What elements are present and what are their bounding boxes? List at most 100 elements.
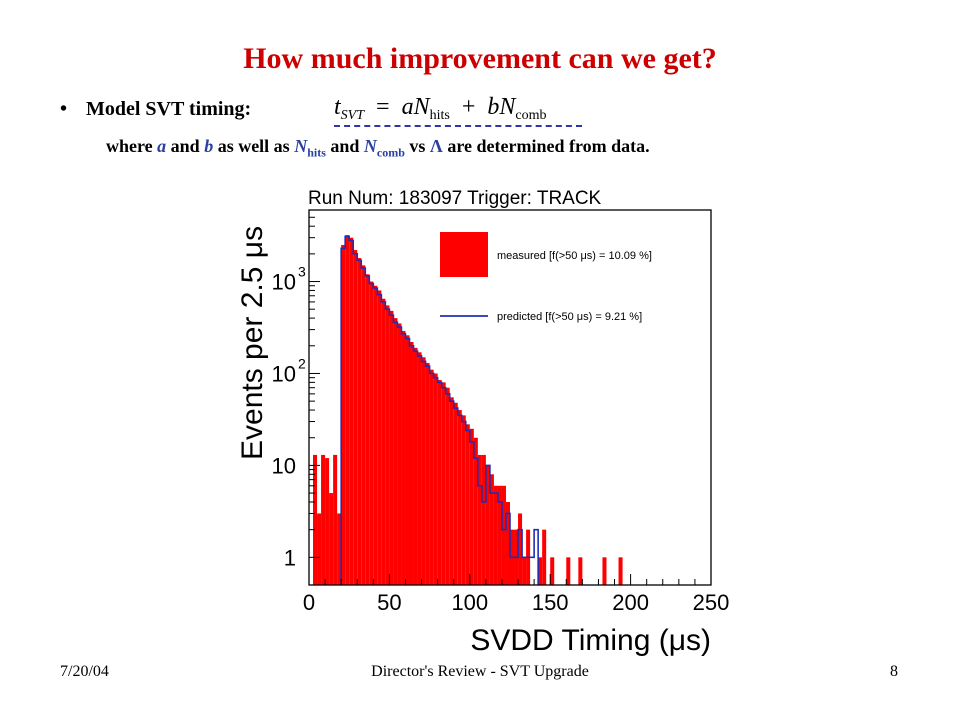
legend: measured [f(>50 μs) = 10.09 %] predicted…: [440, 232, 652, 323]
measured-bar: [329, 493, 334, 585]
footer-center: Director's Review - SVT Upgrade: [371, 663, 589, 680]
measured-bar: [377, 290, 382, 585]
legend-measured-label: measured [f(>50 μs) = 10.09 %]: [497, 250, 652, 262]
x-axis-label: SVDD Timing (μs): [470, 624, 711, 657]
measured-bar: [397, 323, 402, 585]
footer-date: 7/20/04: [60, 663, 109, 680]
measured-bars: [313, 235, 623, 586]
y-tick-label: 10: [272, 453, 296, 478]
measured-bar: [357, 258, 362, 585]
plot-frame: [308, 209, 712, 586]
legend-predicted-label: predicted [f(>50 μs) = 9.21 %]: [497, 311, 642, 323]
formula-b: b: [487, 94, 500, 120]
axis-ticks: [308, 209, 712, 585]
measured-bar: [313, 454, 318, 585]
measured-bar: [489, 474, 494, 585]
measured-bar: [485, 465, 490, 585]
measured-bar: [353, 250, 358, 585]
measured-bar: [345, 235, 350, 586]
formula: tSVT = aNhits + bNcomb: [334, 94, 582, 127]
measured-bar: [441, 382, 446, 585]
measured-bar: [518, 513, 523, 585]
measured-bar: [333, 454, 338, 585]
measured-bar: [501, 485, 506, 585]
footer-page-number: 8: [890, 663, 898, 680]
formula-lhs: t: [334, 94, 341, 120]
measured-bar: [481, 454, 486, 585]
measured-bar: [361, 265, 366, 585]
subline-text-5: vs: [404, 136, 430, 156]
bullet-line: • Model SVT timing:: [60, 98, 251, 121]
formula-n2: N: [499, 94, 516, 120]
x-tick-labels: 0 50 100 150 200 250: [303, 590, 729, 615]
measured-bar: [461, 415, 466, 585]
subline-ncomb: Ncomb: [363, 136, 405, 160]
measured-bar: [602, 557, 607, 585]
measured-bar: [409, 341, 414, 585]
y-tick-label-exponent: 2: [298, 355, 306, 371]
measured-bar: [417, 352, 422, 585]
measured-bar: [381, 298, 386, 585]
measured-bar: [337, 513, 342, 585]
formula-equals: =: [376, 94, 390, 120]
chart-title: Run Num: 183097 Trigger: TRACK: [308, 188, 602, 209]
formula-lhs-sub: SVT: [340, 108, 365, 123]
measured-bar: [433, 373, 438, 585]
measured-bar: [389, 310, 394, 585]
measured-bar: [325, 458, 330, 585]
measured-bar: [385, 305, 390, 585]
measured-bar: [469, 428, 474, 585]
x-tick-label: 150: [532, 590, 569, 615]
formula-underline: [334, 125, 582, 127]
measured-bar: [453, 402, 458, 585]
measured-bar: [349, 237, 354, 585]
subline-text-2: and: [166, 136, 205, 156]
subline-nhits: Nhits: [294, 136, 326, 160]
measured-bar: [365, 274, 370, 585]
measured-bar: [421, 357, 426, 585]
measured-bar: [369, 281, 374, 585]
measured-bar: [317, 513, 322, 585]
measured-bar: [493, 485, 498, 585]
measured-bar: [425, 362, 430, 585]
y-axis-label: Events per 2.5 μs: [236, 226, 269, 460]
x-tick-label: 250: [693, 590, 730, 615]
formula-plus: +: [461, 94, 476, 120]
measured-bar: [542, 529, 547, 585]
measured-bar: [429, 369, 434, 585]
y-tick-label-exponent: 3: [298, 264, 306, 280]
measured-bar: [405, 335, 410, 585]
measured-bar: [578, 557, 583, 585]
subline-n2: N: [363, 136, 377, 156]
subline-n1: N: [294, 136, 308, 156]
x-tick-label: 0: [303, 590, 315, 615]
measured-bar: [341, 244, 346, 586]
subline-text-6: are determined from data.: [442, 136, 650, 156]
formula-n2-sub: comb: [515, 108, 547, 123]
bullet-dot: •: [60, 98, 68, 120]
measured-bar: [413, 347, 418, 585]
slide-title: How much improvement can we get?: [243, 42, 717, 75]
formula-n1-sub: hits: [429, 108, 450, 123]
subline-b: b: [204, 136, 214, 156]
measured-bar: [437, 379, 442, 585]
measured-bar: [445, 387, 450, 585]
measured-bar: [401, 330, 406, 585]
measured-bar: [497, 485, 502, 585]
y-tick-label: 10: [272, 361, 296, 386]
subline: where a and b as well as Nhits and Ncomb…: [106, 136, 650, 161]
measured-bar: [505, 501, 510, 585]
measured-bar: [449, 397, 454, 585]
measured-bar: [522, 557, 527, 585]
subline-text-3: as well as: [213, 136, 295, 156]
measured-bar: [538, 557, 543, 585]
subline-a: a: [157, 136, 167, 156]
measured-bar: [566, 557, 571, 585]
measured-bar: [550, 557, 555, 585]
predicted-series-line: [340, 235, 539, 585]
subline-text-1: where: [106, 136, 158, 156]
subline-n2-sub: comb: [376, 145, 405, 160]
formula-n1: N: [413, 94, 430, 120]
x-tick-label: 200: [612, 590, 649, 615]
